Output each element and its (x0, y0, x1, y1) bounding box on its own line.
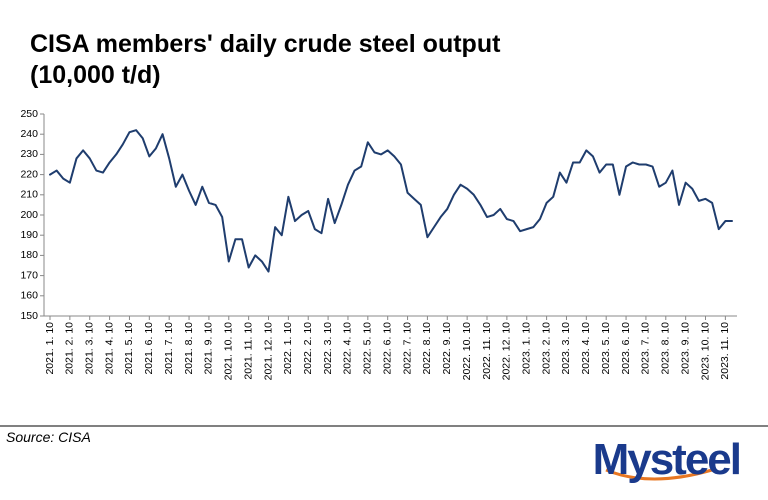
chart-title: CISA members' daily crude steel output (30, 30, 501, 58)
x-tick-label: 2022. 10. 10 (461, 322, 473, 381)
logo-swoosh (605, 468, 713, 481)
x-tick-label: 2022. 6. 10 (381, 322, 393, 375)
x-tick-label: 2023. 8. 10 (660, 322, 672, 375)
x-tick-label: 2021. 9. 10 (203, 322, 215, 375)
x-tick-label: 2022. 7. 10 (401, 322, 413, 375)
x-tick-label: 2021. 4. 10 (103, 322, 115, 375)
x-tick-label: 2023. 1. 10 (521, 322, 533, 375)
x-tick-label: 2021. 10. 10 (223, 322, 235, 381)
y-tick-label: 180 (20, 249, 38, 261)
data-line (49, 129, 733, 273)
x-tick-label: 2021. 12. 10 (262, 322, 274, 381)
x-tick-label: 2022. 11. 10 (481, 322, 493, 380)
x-tick-label: 2023. 7. 10 (640, 322, 652, 375)
x-tick-label: 2022. 8. 10 (421, 322, 433, 375)
y-tick-label: 240 (20, 128, 38, 140)
x-tick-label: 2023. 4. 10 (580, 322, 592, 375)
x-tick-label: 2022. 2. 10 (302, 322, 314, 375)
y-tick-label: 230 (20, 148, 38, 160)
x-tick-label: 2023. 10. 10 (699, 322, 711, 381)
x-tick-label: 2022. 12. 10 (501, 322, 513, 381)
logo: Mysteel (593, 435, 740, 484)
x-tick-label: 2023. 3. 10 (560, 322, 572, 375)
x-tick-label: 2021. 1. 10 (44, 322, 56, 375)
x-tick-label: 2022. 3. 10 (322, 322, 334, 375)
source-note: Source: CISA (6, 429, 91, 445)
x-tick-label: 2023. 11. 10 (719, 322, 731, 380)
x-tick-label: 2021. 2. 10 (64, 322, 76, 375)
x-tick-label: 2021. 5. 10 (123, 322, 135, 375)
y-tick-label: 150 (20, 310, 38, 322)
y-tick-label: 190 (20, 229, 38, 241)
x-tick-label: 2021. 3. 10 (84, 322, 96, 375)
x-tick-label: 2021. 11. 10 (242, 322, 254, 380)
y-tick-label: 250 (20, 108, 38, 120)
x-tick-label: 2022. 1. 10 (282, 322, 294, 375)
x-tick-label: 2023. 5. 10 (600, 322, 612, 375)
x-tick-label: 2023. 6. 10 (620, 322, 632, 375)
x-tick-label: 2021. 7. 10 (163, 322, 175, 375)
chart-subtitle: (10,000 t/d) (30, 61, 161, 89)
y-tick-label: 170 (20, 269, 38, 281)
y-tick-label: 200 (20, 209, 38, 221)
x-tick-label: 2022. 9. 10 (441, 322, 453, 375)
y-tick-label: 220 (20, 168, 38, 180)
y-tick-label: 160 (20, 290, 38, 302)
x-tick-label: 2021. 8. 10 (183, 322, 195, 375)
x-tick-label: 2023. 2. 10 (540, 322, 552, 375)
y-tick-label: 210 (20, 189, 38, 201)
x-tick-label: 2022. 5. 10 (362, 322, 374, 375)
x-tick-label: 2023. 9. 10 (679, 322, 691, 375)
x-tick-label: 2021. 6. 10 (143, 322, 155, 375)
x-tick-label: 2022. 4. 10 (342, 322, 354, 375)
